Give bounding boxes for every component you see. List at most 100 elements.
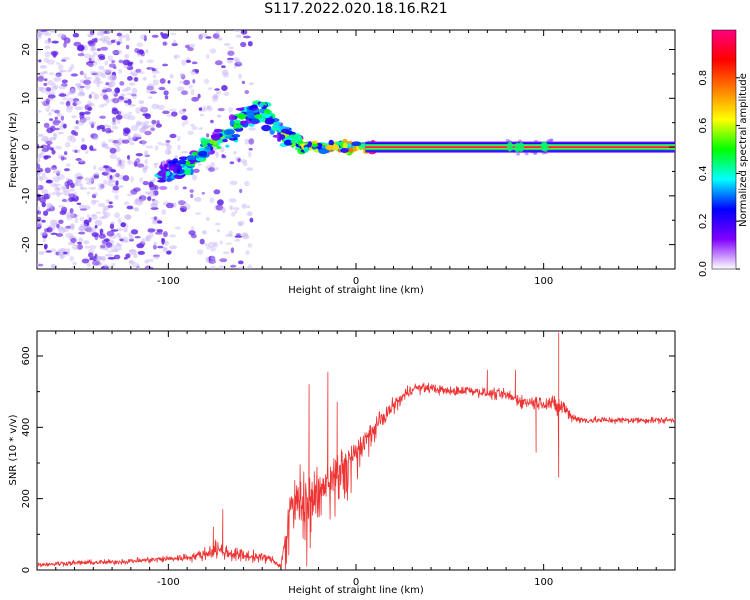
noise-blob bbox=[145, 235, 152, 242]
noise-blob bbox=[191, 126, 198, 131]
noise-blob bbox=[86, 33, 94, 37]
noise-blob bbox=[115, 180, 119, 186]
noise-blob bbox=[239, 159, 247, 163]
noise-blob bbox=[129, 141, 135, 146]
noise-blob bbox=[198, 162, 202, 167]
noise-blob bbox=[165, 140, 171, 143]
noise-blob bbox=[109, 147, 117, 154]
noise-blob bbox=[99, 244, 106, 249]
noise-blob bbox=[44, 167, 51, 174]
noise-blob bbox=[50, 219, 58, 225]
noise-blob bbox=[135, 68, 142, 73]
noise-blob bbox=[37, 133, 44, 137]
noise-blob bbox=[90, 199, 97, 205]
noise-blob bbox=[145, 49, 149, 54]
noise-blob bbox=[89, 70, 97, 74]
noise-blob bbox=[49, 30, 56, 33]
noise-blob bbox=[44, 45, 51, 49]
noise-blob bbox=[154, 67, 158, 73]
noise-blob bbox=[135, 159, 139, 162]
noise-blob bbox=[524, 152, 529, 156]
noise-blob bbox=[63, 123, 67, 129]
noise-blob bbox=[135, 198, 143, 202]
noise-blob bbox=[168, 108, 177, 112]
noise-blob bbox=[41, 150, 45, 155]
noise-blob bbox=[57, 33, 65, 38]
noise-blob bbox=[105, 242, 113, 248]
noise-blob bbox=[210, 258, 217, 263]
noise-blob bbox=[184, 44, 190, 49]
noise-blob bbox=[183, 203, 191, 210]
noise-blob bbox=[54, 187, 61, 191]
noise-blob bbox=[107, 204, 114, 209]
noise-blob bbox=[58, 64, 64, 71]
noise-blob bbox=[95, 211, 102, 214]
noise-blob bbox=[90, 133, 98, 139]
noise-blob bbox=[37, 31, 42, 37]
noise-blob bbox=[83, 72, 87, 79]
noise-blob bbox=[45, 87, 52, 92]
noise-blob bbox=[125, 86, 131, 91]
noise-blob bbox=[113, 248, 119, 253]
noise-blob bbox=[84, 83, 91, 90]
ridge-blob bbox=[248, 123, 255, 127]
noise-blob bbox=[79, 111, 85, 116]
noise-blob bbox=[44, 51, 51, 58]
noise-blob bbox=[144, 191, 150, 195]
ridge-blob bbox=[177, 159, 187, 165]
noise-blob bbox=[49, 98, 54, 102]
ridge-blob bbox=[318, 148, 329, 155]
noise-blob bbox=[192, 174, 197, 181]
noise-blob bbox=[230, 247, 235, 254]
noise-blob bbox=[214, 222, 221, 226]
noise-blob bbox=[112, 49, 120, 56]
noise-blob bbox=[164, 240, 169, 246]
noise-blob bbox=[102, 127, 106, 132]
noise-blob bbox=[68, 66, 73, 72]
noise-blob bbox=[107, 55, 114, 62]
ridge-blob bbox=[251, 118, 260, 123]
noise-blob bbox=[137, 71, 145, 74]
ridge-blob bbox=[246, 109, 255, 116]
noise-blob bbox=[206, 105, 211, 110]
noise-blob bbox=[79, 92, 85, 96]
noise-blob bbox=[47, 94, 56, 99]
noise-blob bbox=[167, 150, 172, 155]
noise-blob bbox=[37, 205, 40, 211]
noise-blob bbox=[128, 111, 133, 115]
noise-blob bbox=[80, 144, 88, 151]
noise-blob bbox=[221, 207, 226, 214]
noise-blob bbox=[88, 120, 97, 126]
noise-blob bbox=[61, 59, 67, 62]
noise-blob bbox=[72, 32, 80, 38]
noise-blob bbox=[116, 41, 121, 46]
noise-blob bbox=[222, 251, 230, 255]
noise-blob bbox=[145, 145, 154, 149]
noise-blob bbox=[72, 244, 79, 251]
noise-blob bbox=[115, 242, 120, 247]
noise-blob bbox=[157, 142, 162, 145]
noise-blob bbox=[50, 86, 57, 91]
noise-blob bbox=[79, 85, 85, 89]
noise-blob bbox=[88, 57, 92, 61]
noise-blob bbox=[85, 116, 91, 121]
ridge-blob bbox=[279, 134, 286, 140]
noise-blob bbox=[84, 245, 90, 249]
noise-blob bbox=[48, 192, 52, 198]
y-tick-label: 400 bbox=[21, 418, 32, 437]
colorbar-tick-label: 0.6 bbox=[698, 118, 709, 134]
noise-blob bbox=[246, 205, 250, 209]
noise-blob bbox=[144, 120, 150, 125]
noise-blob bbox=[162, 231, 168, 238]
noise-blob bbox=[248, 147, 253, 151]
noise-blob bbox=[248, 151, 252, 158]
noise-blob bbox=[102, 40, 110, 44]
noise-blob bbox=[83, 222, 90, 227]
noise-blob bbox=[88, 94, 92, 99]
noise-blob bbox=[100, 46, 108, 51]
noise-blob bbox=[70, 238, 77, 243]
noise-blob bbox=[73, 125, 80, 130]
noise-blob bbox=[101, 103, 108, 106]
noise-blob bbox=[152, 254, 160, 258]
noise-blob bbox=[77, 149, 81, 153]
